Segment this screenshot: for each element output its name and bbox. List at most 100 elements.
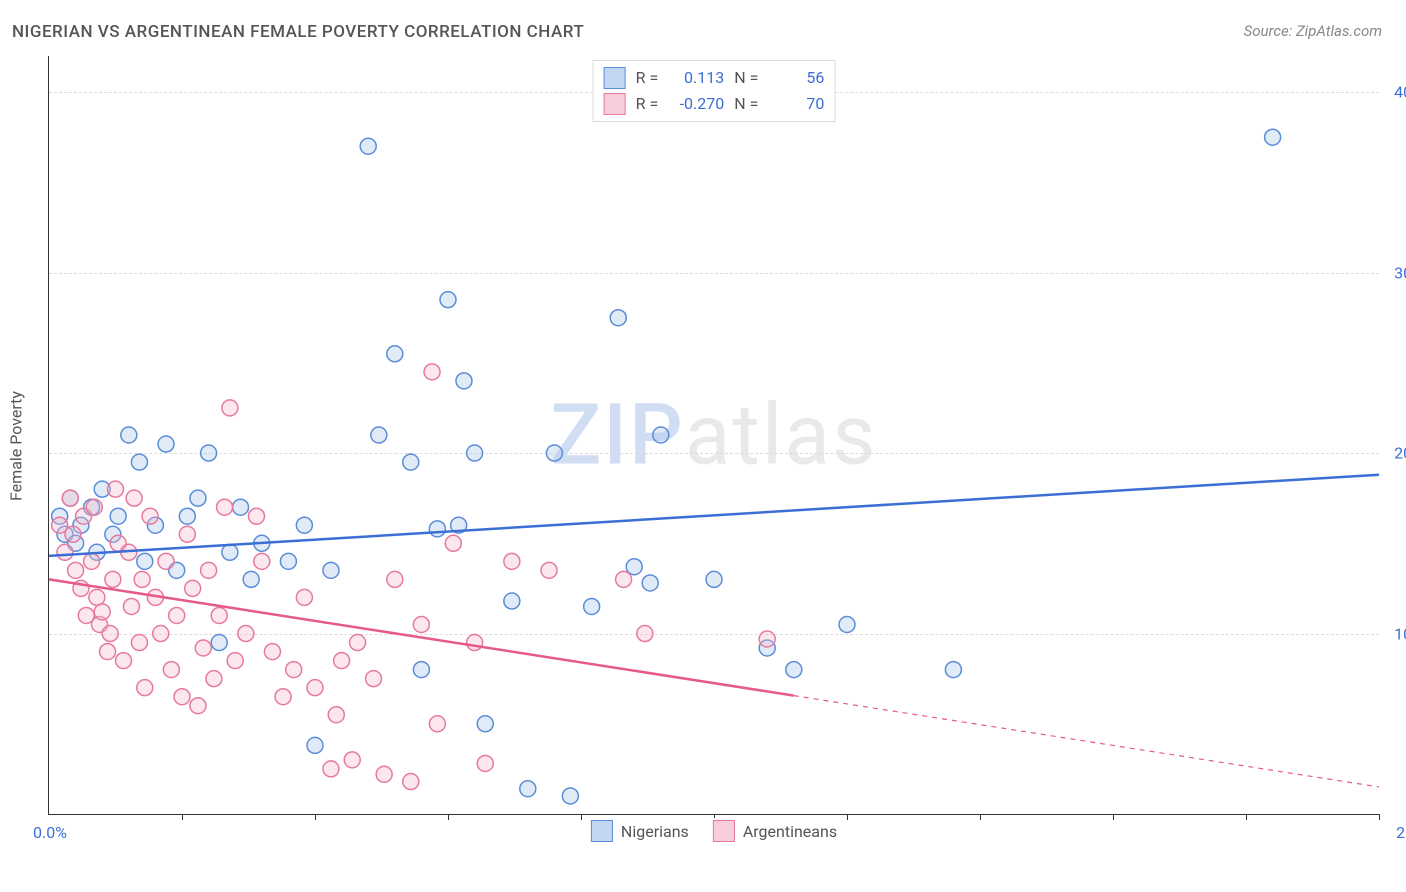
legend-row-nigerians: R = 0.113 N = 56	[604, 65, 825, 91]
data-point	[115, 653, 131, 669]
data-point	[57, 544, 73, 560]
data-point	[387, 571, 403, 587]
data-point	[62, 490, 78, 506]
data-point	[413, 662, 429, 678]
data-point	[610, 310, 626, 326]
data-point	[945, 662, 961, 678]
data-point	[440, 292, 456, 308]
data-point	[839, 617, 855, 633]
chart-title: NIGERIAN VS ARGENTINEAN FEMALE POVERTY C…	[12, 22, 584, 42]
data-point	[360, 138, 376, 154]
data-point	[137, 680, 153, 696]
legend-row-argentineans: R = -0.270 N = 70	[604, 91, 825, 117]
data-point	[68, 562, 84, 578]
legend-item-argentineans: Argentineans	[713, 820, 837, 842]
r-label-2: R =	[636, 91, 659, 117]
x-axis-max-label: 25.0%	[1396, 823, 1406, 842]
x-tick	[1246, 814, 1247, 820]
legend-item-nigerians: Nigerians	[591, 820, 689, 842]
data-point	[456, 373, 472, 389]
data-point	[169, 607, 185, 623]
data-point	[123, 598, 139, 614]
data-point	[84, 553, 100, 569]
data-point	[344, 752, 360, 768]
data-point	[307, 680, 323, 696]
data-point	[706, 571, 722, 587]
legend-swatch-argentineans-bottom	[713, 820, 735, 842]
data-point	[142, 508, 158, 524]
data-point	[786, 662, 802, 678]
data-point	[467, 445, 483, 461]
data-point	[222, 400, 238, 416]
data-point	[211, 635, 227, 651]
data-point	[366, 671, 382, 687]
r-value-argentineans: -0.270	[668, 91, 724, 117]
x-tick	[980, 814, 981, 820]
data-point	[121, 427, 137, 443]
data-point	[174, 689, 190, 705]
data-point	[248, 508, 264, 524]
data-point	[264, 644, 280, 660]
x-axis-min-label: 0.0%	[33, 823, 67, 842]
data-point	[254, 553, 270, 569]
data-point	[653, 427, 669, 443]
data-point	[504, 593, 520, 609]
data-point	[195, 640, 211, 656]
x-tick	[182, 814, 183, 820]
legend-swatch-argentineans	[604, 93, 626, 115]
data-point	[108, 481, 124, 497]
chart-container: NIGERIAN VS ARGENTINEAN FEMALE POVERTY C…	[0, 0, 1406, 892]
data-point	[467, 635, 483, 651]
data-point	[211, 607, 227, 623]
data-point	[206, 671, 222, 687]
data-point	[429, 521, 445, 537]
data-point	[403, 454, 419, 470]
legend-label-argentineans: Argentineans	[743, 822, 837, 841]
y-tick-label: 10.0%	[1385, 624, 1406, 643]
data-point	[520, 781, 536, 797]
data-point	[1265, 129, 1281, 145]
data-point	[185, 580, 201, 596]
scatter-svg	[49, 56, 1379, 814]
data-point	[413, 617, 429, 633]
plot-area: ZIPatlas 10.0%20.0%30.0%40.0% 0.0% 25.0%…	[48, 56, 1379, 815]
data-point	[616, 571, 632, 587]
data-point	[190, 490, 206, 506]
data-point	[179, 508, 195, 524]
data-point	[759, 631, 775, 647]
data-point	[477, 716, 493, 732]
data-point	[163, 662, 179, 678]
x-tick	[1113, 814, 1114, 820]
data-point	[323, 761, 339, 777]
data-point	[376, 766, 392, 782]
data-point	[158, 436, 174, 452]
y-tick-label: 40.0%	[1385, 83, 1406, 102]
x-tick	[448, 814, 449, 820]
data-point	[190, 698, 206, 714]
legend-swatch-nigerians-bottom	[591, 820, 613, 842]
data-point	[233, 499, 249, 515]
data-point	[131, 635, 147, 651]
x-tick	[581, 814, 582, 820]
source-label: Source:	[1244, 22, 1293, 40]
data-point	[105, 571, 121, 587]
data-point	[238, 626, 254, 642]
series-legend: Nigerians Argentineans	[583, 818, 845, 844]
data-point	[102, 626, 118, 642]
data-point	[323, 562, 339, 578]
data-point	[445, 535, 461, 551]
data-point	[86, 499, 102, 515]
n-value-nigerians: 56	[768, 65, 824, 91]
legend-label-nigerians: Nigerians	[621, 822, 689, 841]
data-point	[179, 526, 195, 542]
data-point	[504, 553, 520, 569]
n-label-2: N =	[734, 91, 758, 117]
data-point	[296, 517, 312, 533]
data-point	[642, 575, 658, 591]
y-tick-label: 30.0%	[1385, 263, 1406, 282]
data-point	[243, 571, 259, 587]
n-value-argentineans: 70	[768, 91, 824, 117]
data-point	[227, 653, 243, 669]
r-label: R =	[636, 65, 659, 91]
y-axis-label: Female Poverty	[7, 391, 26, 501]
